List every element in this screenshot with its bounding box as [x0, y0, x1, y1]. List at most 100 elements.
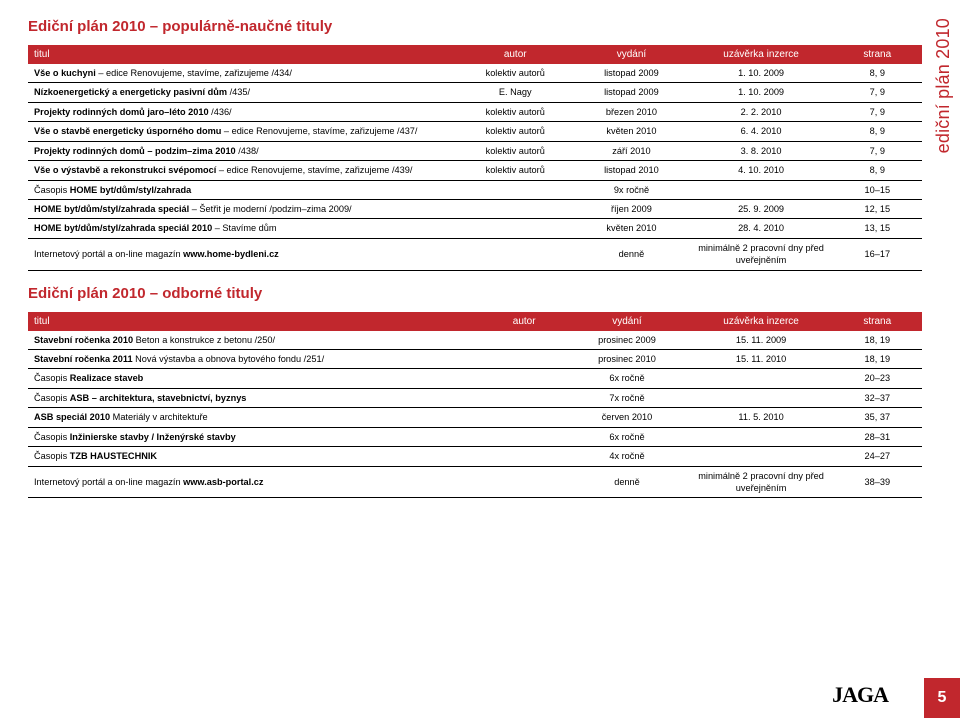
cell-page: 16–17: [833, 238, 922, 270]
table-row: Stavební ročenka 2010 Beton a konstrukce…: [28, 331, 922, 350]
table-row: Stavební ročenka 2011 Nová výstavba a ob…: [28, 350, 922, 369]
cell-deadline: 1. 10. 2009: [690, 83, 833, 102]
table-row: Časopis Inžinierske stavby / Inženýrské …: [28, 427, 922, 446]
cell-deadline: [690, 180, 833, 199]
cell-page: 12, 15: [833, 199, 922, 218]
table-row: Projekty rodinných domů jaro–léto 2010 /…: [28, 102, 922, 121]
table-row: HOME byt/dům/styl/zahrada speciál 2010 –…: [28, 219, 922, 238]
cell-deadline: 25. 9. 2009: [690, 199, 833, 218]
th-author: autor: [484, 312, 564, 331]
cell-issue: červen 2010: [564, 408, 689, 427]
cell-deadline: 4. 10. 2010: [690, 161, 833, 180]
cell-issue: denně: [573, 238, 689, 270]
table-row: ASB speciál 2010 Materiály v architektuř…: [28, 408, 922, 427]
cell-issue: listopad 2010: [573, 161, 689, 180]
cell-title: Stavební ročenka 2011 Nová výstavba a ob…: [28, 350, 484, 369]
cell-issue: září 2010: [573, 141, 689, 160]
cell-issue: 9x ročně: [573, 180, 689, 199]
cell-page: 8, 9: [833, 122, 922, 141]
cell-deadline: 2. 2. 2010: [690, 102, 833, 121]
table-row: Časopis ASB – architektura, stavebnictví…: [28, 388, 922, 407]
cell-title: Vše o kuchyni – edice Renovujeme, stavím…: [28, 64, 457, 83]
cell-issue: květen 2010: [573, 219, 689, 238]
cell-page: 28–31: [833, 427, 922, 446]
cell-author: kolektiv autorů: [457, 161, 573, 180]
cell-page: 7, 9: [833, 141, 922, 160]
table-row: Časopis Realizace staveb 6x ročně 20–23: [28, 369, 922, 388]
cell-author: [484, 388, 564, 407]
th-deadline: uzávěrka inzerce: [690, 312, 833, 331]
cell-deadline: [690, 427, 833, 446]
cell-page: 18, 19: [833, 331, 922, 350]
table-row: Nízkoenergetický a energeticky pasivní d…: [28, 83, 922, 102]
cell-issue: 6x ročně: [564, 427, 689, 446]
th-issue: vydání: [573, 45, 689, 64]
cell-title: Vše o stavbě energeticky úsporného domu …: [28, 122, 457, 141]
cell-page: 7, 9: [833, 102, 922, 121]
cell-issue: prosinec 2009: [564, 331, 689, 350]
cell-author: [457, 180, 573, 199]
cell-title: Stavební ročenka 2010 Beton a konstrukce…: [28, 331, 484, 350]
section-a-title: Ediční plán 2010 – populárně-naučné titu…: [28, 18, 922, 35]
th-title: titul: [28, 312, 484, 331]
cell-title: Internetový portál a on-line magazín www…: [28, 238, 457, 270]
cell-deadline: [690, 447, 833, 466]
cell-deadline: 15. 11. 2010: [690, 350, 833, 369]
table-pro: titul autor vydání uzávěrka inzerce stra…: [28, 312, 922, 499]
cell-author: kolektiv autorů: [457, 122, 573, 141]
cell-issue: 6x ročně: [564, 369, 689, 388]
cell-author: [457, 219, 573, 238]
table-row: Vše o kuchyni – edice Renovujeme, stavím…: [28, 64, 922, 83]
th-author: autor: [457, 45, 573, 64]
cell-author: [484, 447, 564, 466]
cell-issue: říjen 2009: [573, 199, 689, 218]
table-row: Internetový portál a on-line magazín www…: [28, 238, 922, 270]
th-page: strana: [833, 312, 922, 331]
cell-deadline: 6. 4. 2010: [690, 122, 833, 141]
cell-author: E. Nagy: [457, 83, 573, 102]
cell-deadline: 1. 10. 2009: [690, 64, 833, 83]
cell-page: 8, 9: [833, 161, 922, 180]
cell-page: 8, 9: [833, 64, 922, 83]
cell-issue: 4x ročně: [564, 447, 689, 466]
cell-title: Časopis HOME byt/dům/styl/zahrada: [28, 180, 457, 199]
th-page: strana: [833, 45, 922, 64]
cell-page: 38–39: [833, 466, 922, 498]
cell-page: 18, 19: [833, 350, 922, 369]
cell-issue: prosinec 2010: [564, 350, 689, 369]
cell-issue: 7x ročně: [564, 388, 689, 407]
cell-title: Časopis Inžinierske stavby / Inženýrské …: [28, 427, 484, 446]
cell-author: [484, 466, 564, 498]
cell-deadline: 15. 11. 2009: [690, 331, 833, 350]
cell-author: [484, 350, 564, 369]
table-row: Časopis TZB HAUSTECHNIK 4x ročně 24–27: [28, 447, 922, 466]
cell-deadline: minimálně 2 pracovní dny před uveřejnění…: [690, 238, 833, 270]
cell-title: HOME byt/dům/styl/zahrada speciál – Šetř…: [28, 199, 457, 218]
cell-author: [457, 238, 573, 270]
cell-issue: květen 2010: [573, 122, 689, 141]
cell-title: Vše o výstavbě a rekonstrukci svépomocí …: [28, 161, 457, 180]
cell-page: 20–23: [833, 369, 922, 388]
table-row: Internetový portál a on-line magazín www…: [28, 466, 922, 498]
cell-author: [484, 408, 564, 427]
table-popular: titul autor vydání uzávěrka inzerce stra…: [28, 45, 922, 271]
th-title: titul: [28, 45, 457, 64]
cell-title: HOME byt/dům/styl/zahrada speciál 2010 –…: [28, 219, 457, 238]
cell-title: Internetový portál a on-line magazín www…: [28, 466, 484, 498]
cell-issue: listopad 2009: [573, 83, 689, 102]
cell-title: ASB speciál 2010 Materiály v architektuř…: [28, 408, 484, 427]
cell-author: kolektiv autorů: [457, 141, 573, 160]
logo: JAGA: [832, 682, 888, 708]
cell-deadline: 28. 4. 2010: [690, 219, 833, 238]
cell-page: 35, 37: [833, 408, 922, 427]
cell-title: Časopis TZB HAUSTECHNIK: [28, 447, 484, 466]
table-row: Projekty rodinných domů – podzim–zima 20…: [28, 141, 922, 160]
cell-title: Časopis ASB – architektura, stavebnictví…: [28, 388, 484, 407]
cell-deadline: [690, 388, 833, 407]
cell-author: [484, 331, 564, 350]
table-row: Vše o stavbě energeticky úsporného domu …: [28, 122, 922, 141]
cell-page: 13, 15: [833, 219, 922, 238]
cell-page: 24–27: [833, 447, 922, 466]
cell-author: [484, 369, 564, 388]
cell-title: Časopis Realizace staveb: [28, 369, 484, 388]
